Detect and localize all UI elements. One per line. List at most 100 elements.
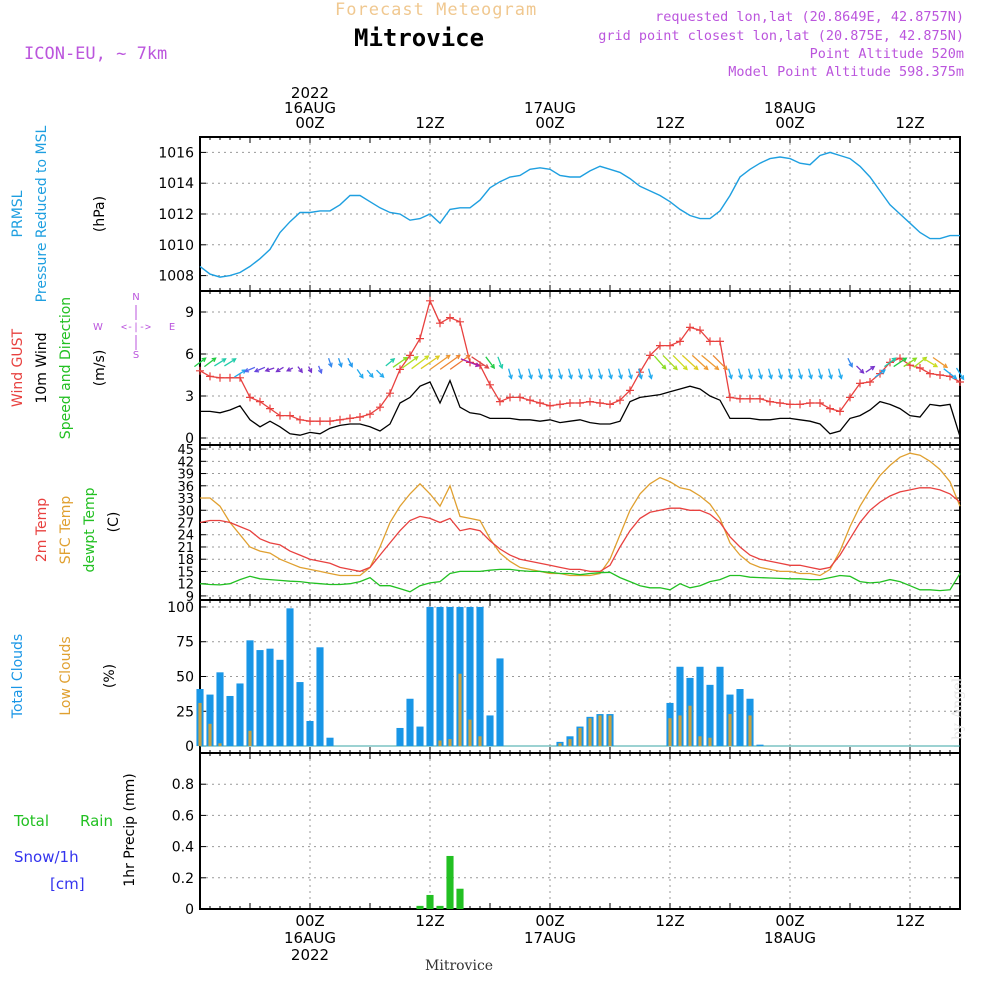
bar-total-clouds [286, 608, 294, 747]
wind-arrow-head [738, 374, 743, 380]
wind-arrow [449, 354, 471, 370]
wind-arrow [672, 354, 688, 370]
footer-station: Mitrovice [425, 958, 494, 974]
ytick-label: 1008 [158, 269, 194, 285]
top-time-label: 2022 [291, 84, 329, 102]
gust-point [436, 319, 444, 328]
bar-low-clouds [208, 723, 212, 747]
bar-total-clouds [736, 689, 744, 747]
wind-arrow-head [475, 362, 481, 368]
gust-point [546, 401, 554, 410]
wind-arrow-head [402, 356, 409, 362]
gust-point [456, 317, 464, 326]
label-pressure-msl: Pressure Reduced to MSL [34, 125, 50, 302]
gust-point [746, 394, 754, 403]
top-time-label: 00Z [775, 114, 804, 132]
ytick-label: 75 [176, 635, 194, 651]
ytick-label: 0 [185, 431, 194, 447]
top-time-label: 17AUG [524, 99, 576, 117]
label-low-clouds: Low Clouds [58, 636, 74, 715]
wind-arrow [439, 354, 461, 370]
label-wind-gust: Wind GUST [10, 328, 26, 407]
bar-total-clouds [676, 666, 684, 747]
wind-arrow [647, 368, 653, 379]
wind-arrow [429, 354, 451, 370]
wind-arrow-head [880, 369, 887, 374]
wind-arrow-head [201, 357, 207, 363]
wind-arrow [366, 369, 374, 378]
wind-arrow [922, 357, 938, 368]
wind-arrow [617, 368, 623, 379]
gust-point [926, 369, 934, 378]
wind-arrow-head [243, 367, 250, 373]
wind-arrow [327, 357, 333, 367]
top-time-label: 16AUG [284, 99, 336, 117]
bar-total-clouds [216, 672, 224, 747]
bar-low-clouds [458, 673, 462, 747]
wind-arrow-head [253, 367, 260, 373]
gust-point [556, 400, 564, 409]
bar-low-clouds [198, 702, 202, 747]
wind-arrow [767, 368, 773, 379]
wind-arrow-head [703, 365, 709, 371]
label-snow: Snow/1h [14, 848, 79, 866]
wind-arrow [517, 368, 523, 379]
gust-point [956, 378, 964, 386]
gust-point [666, 341, 674, 350]
bar-total-clouds [226, 695, 234, 747]
wind-arrow-head [465, 354, 471, 360]
wind-arrow [662, 354, 678, 370]
bar-total-clouds [696, 666, 704, 747]
bar-low-clouds [728, 714, 732, 747]
wind-arrow [653, 355, 667, 370]
wind-arrow [932, 356, 948, 368]
label-temp-unit: (C) [106, 512, 122, 533]
label-wind-unit: (m/s) [92, 350, 108, 387]
wind-arrow [847, 357, 853, 367]
gridpoint-coords: grid point closest lon,lat (20.875E, 42.… [598, 28, 964, 44]
compass-e: E [169, 322, 175, 333]
gust-point [866, 378, 874, 386]
wind-arrow [691, 354, 709, 370]
point-altitude: Point Altitude 520m [809, 46, 964, 62]
wind-arrow [214, 358, 226, 367]
wind-arrow-head [568, 374, 573, 380]
bottom-time-label: 18AUG [764, 929, 816, 947]
wind-arrow-head [490, 363, 496, 370]
gust-point [706, 337, 714, 346]
gust-point [916, 364, 924, 372]
ytick-label: 1016 [158, 145, 194, 161]
wind-arrow [507, 368, 513, 379]
wind-arrow [757, 368, 763, 379]
wind-arrow [943, 368, 957, 380]
wind-arrow-head [498, 363, 504, 370]
label-2m-temp: 2m Temp [34, 498, 50, 562]
wind-arrow-head [714, 365, 720, 371]
bar-total-clouds [496, 658, 504, 747]
wind-arrow [955, 367, 965, 380]
wind-arrow-head [275, 367, 281, 373]
gust-point [786, 400, 794, 409]
ytick-label: 0.2 [172, 871, 194, 887]
compass-s: S [133, 350, 139, 361]
wind-arrow-head [758, 374, 763, 380]
series-sfc-temp [200, 452, 961, 577]
bar-total-clouds [426, 606, 434, 747]
wind-arrow [276, 366, 284, 373]
wind-arrow [797, 368, 803, 379]
bar-total-clouds [316, 647, 324, 747]
bottom-time-label: 00Z [295, 912, 324, 930]
label-clouds-unit: (%) [102, 664, 118, 688]
ytick-label: 0.6 [172, 808, 194, 824]
wind-arrow [874, 369, 886, 378]
label-rain: Rain [80, 812, 113, 830]
wind-arrow-head [317, 368, 323, 375]
ytick-label: 24 [177, 529, 194, 544]
bar-total-clouds [756, 744, 764, 747]
gust-point [646, 351, 654, 360]
ytick-label: 50 [176, 670, 194, 686]
gust-point [796, 400, 804, 409]
bottom-time-label: 2022 [291, 946, 329, 964]
series-dewpt-temp [199, 568, 961, 593]
wind-arrow-head [942, 363, 949, 369]
